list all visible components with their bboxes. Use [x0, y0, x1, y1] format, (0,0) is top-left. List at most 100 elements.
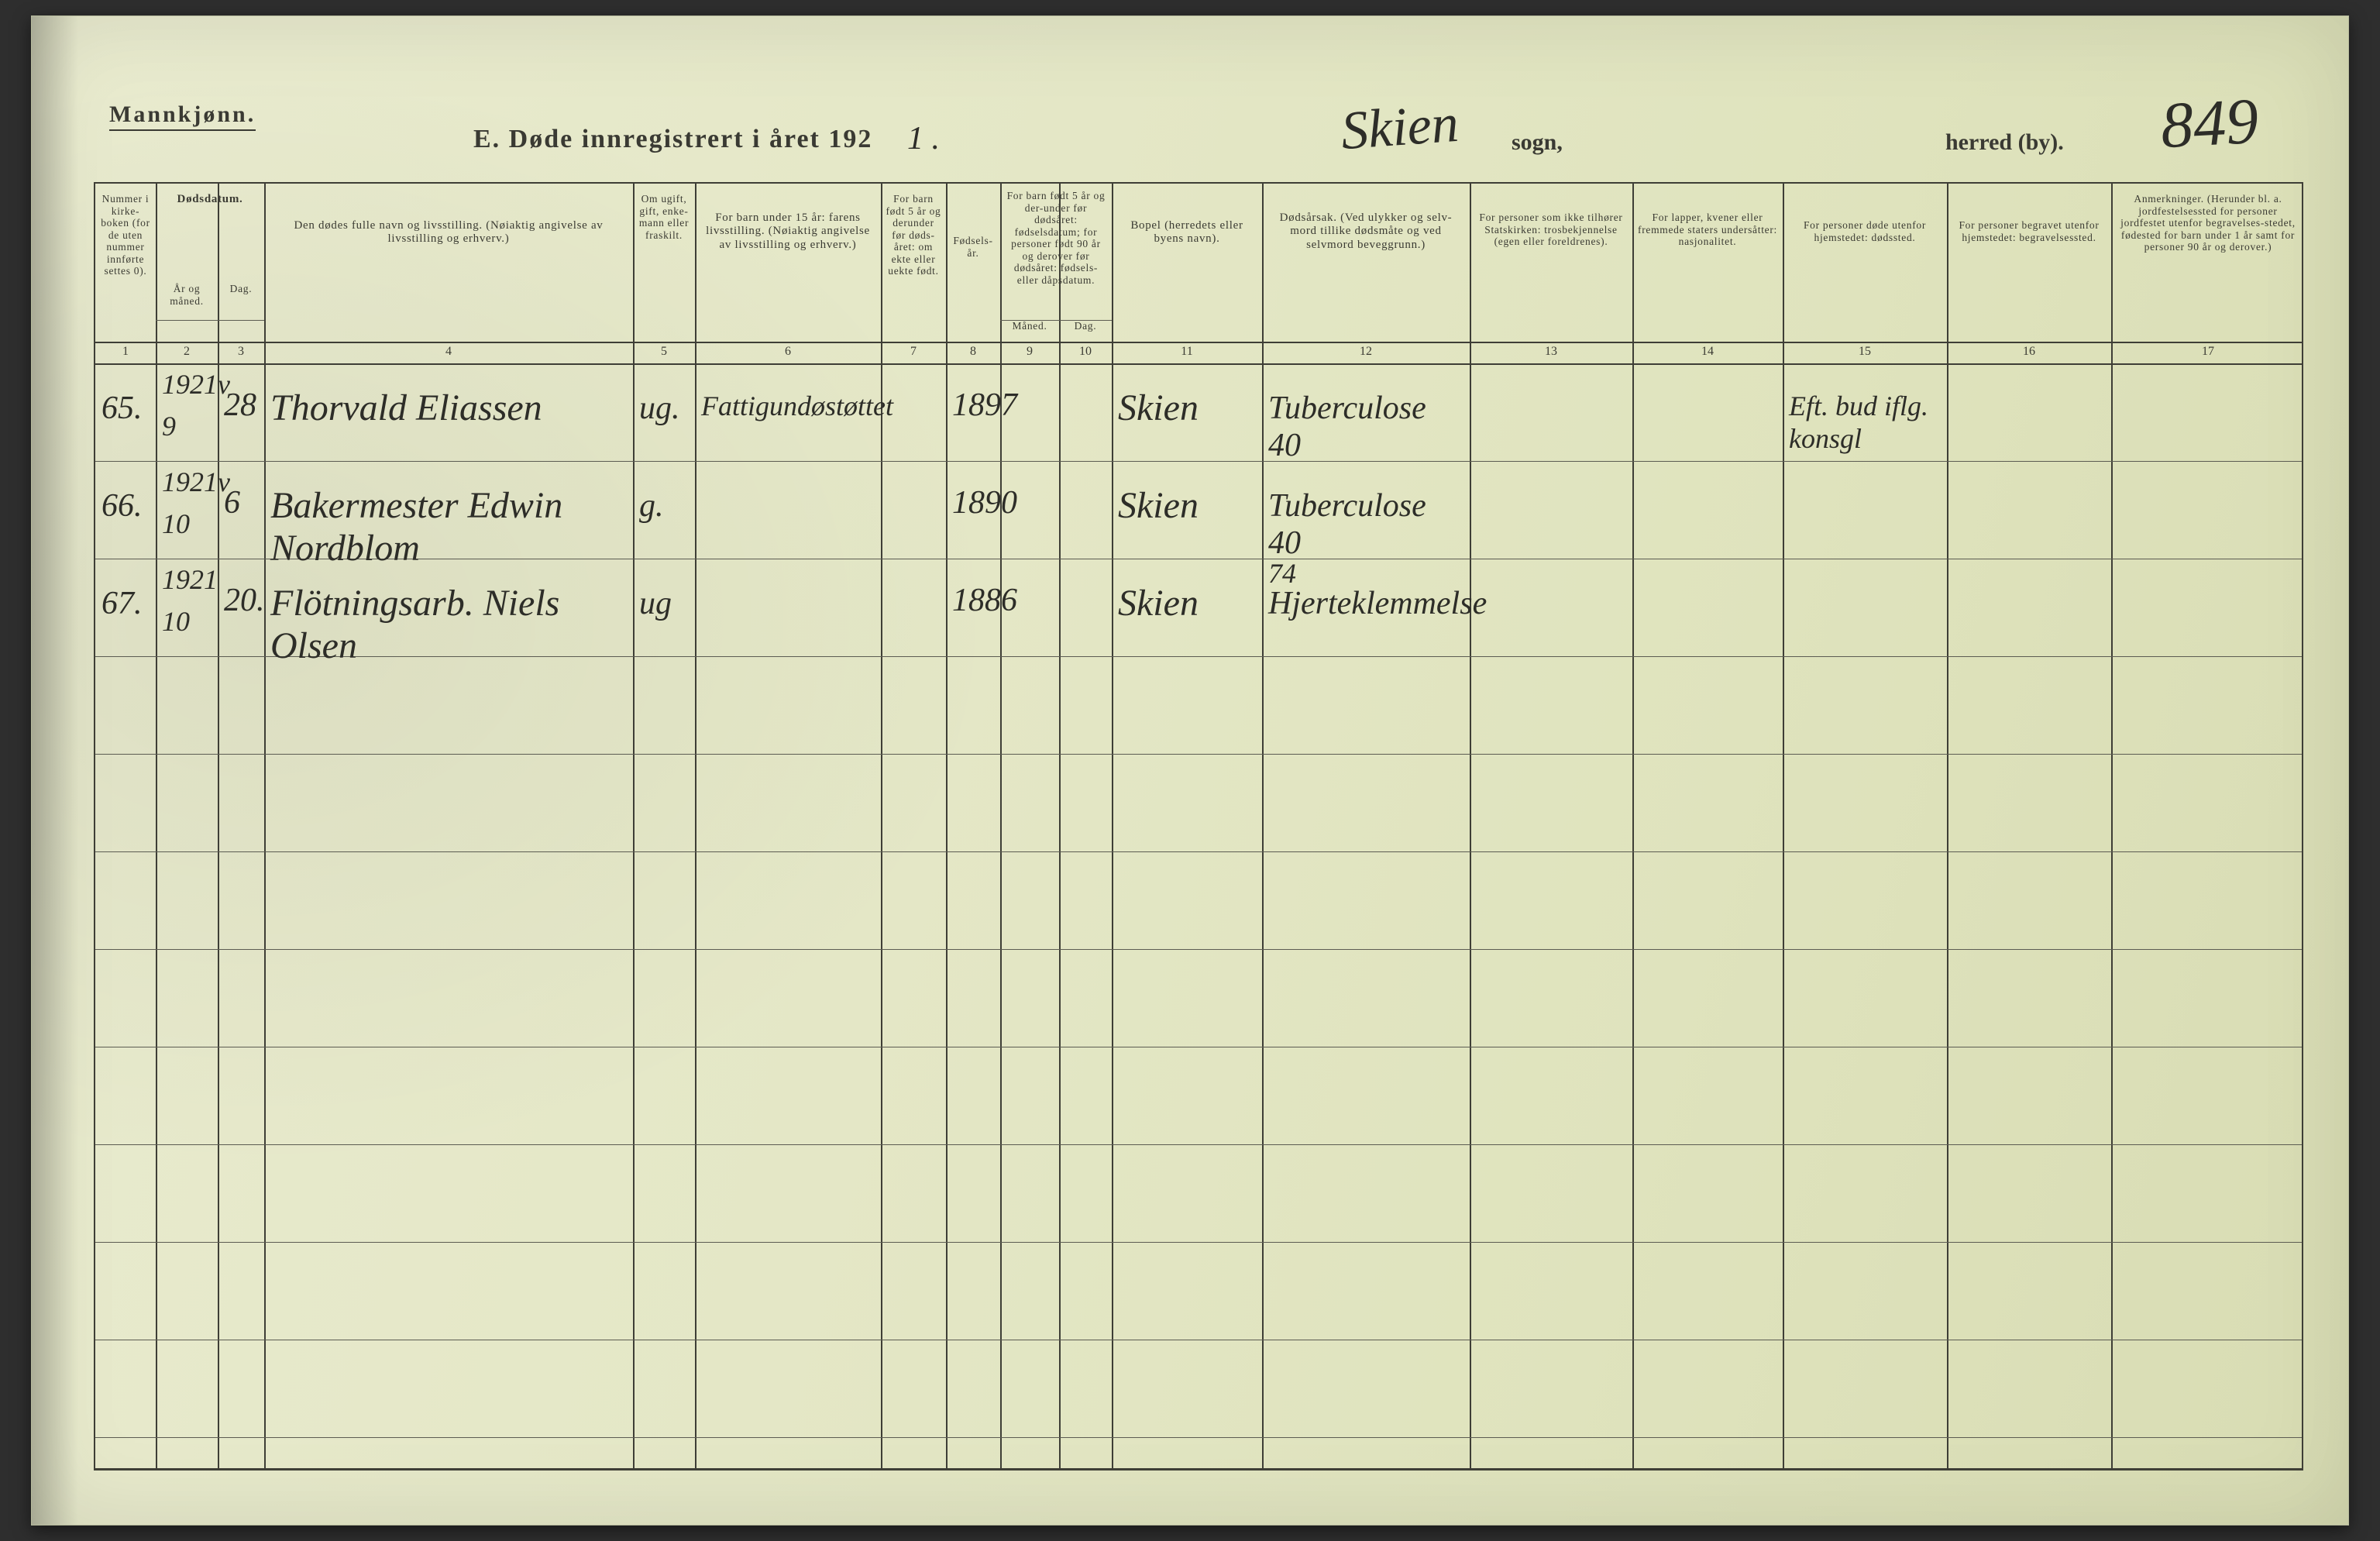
name-occupation: Bakermester Edwin Nordblom — [270, 484, 630, 569]
death-month: 10 — [162, 605, 215, 638]
column-number: 12 — [1262, 345, 1470, 359]
row-divider — [95, 851, 2302, 852]
residence: Skien — [1118, 582, 1259, 624]
row-divider — [95, 1437, 2302, 1438]
column-divider — [1000, 184, 1002, 1468]
row-divider — [95, 754, 2302, 755]
entry-number: 66. — [101, 487, 153, 525]
cause-code: 74 — [1268, 557, 1467, 590]
birth-year: 1886 — [952, 582, 997, 619]
parish-handwritten: Skien — [1339, 93, 1460, 163]
row-divider — [95, 461, 2302, 462]
column-divider — [633, 184, 635, 1468]
header-divider — [95, 342, 2302, 343]
parish-label: sogn, — [1512, 129, 1563, 156]
column-header: Anmerkninger. (Herunder bl. a. jordfeste… — [2111, 188, 2305, 342]
column-number: 3 — [218, 345, 264, 359]
column-number: 8 — [946, 345, 1000, 359]
birth-year: 1890 — [952, 484, 997, 521]
column-number: 1 — [95, 345, 156, 359]
column-header: Dødsdatum. — [156, 188, 264, 215]
column-header: År og måned. — [156, 278, 218, 342]
column-number: 16 — [1947, 345, 2111, 359]
residence: Skien — [1118, 387, 1259, 429]
column-header: For barn under 15 år: farens livsstillin… — [695, 207, 881, 342]
marital-status: ug — [639, 585, 692, 622]
column-header: Måned. — [1000, 315, 1059, 342]
column-divider — [156, 184, 157, 1468]
column-number: 17 — [2111, 345, 2305, 359]
gender-label: Mannkjønn. — [109, 101, 256, 131]
death-year: 1921v — [162, 466, 215, 498]
page-number: 849 — [2159, 84, 2261, 163]
death-year: 1921 — [162, 563, 215, 596]
column-header: Den dødes fulle navn og livsstilling. (N… — [264, 215, 633, 342]
name-occupation: Flötningsarb. Niels Olsen — [270, 582, 630, 667]
marital-status: ug. — [639, 390, 692, 427]
column-header: For barn født 5 år og der-under før døds… — [1000, 185, 1112, 315]
column-number: 2 — [156, 345, 218, 359]
column-number: 7 — [881, 345, 946, 359]
column-number: 10 — [1059, 345, 1112, 359]
column-divider — [2111, 184, 2113, 1468]
header-row: Mannkjønn. E. Døde innregistrert i året … — [94, 101, 2286, 163]
column-header: Dag. — [1059, 315, 1112, 342]
column-divider — [1112, 184, 1113, 1468]
column-divider — [1262, 184, 1264, 1468]
column-header: Om ugift, gift, enke-mann eller fraskilt… — [633, 188, 695, 342]
column-number: 13 — [1470, 345, 1632, 359]
column-number: 14 — [1632, 345, 1783, 359]
column-divider — [1632, 184, 1634, 1468]
row-divider — [95, 949, 2302, 950]
header-divider — [95, 363, 2302, 365]
entry-number: 67. — [101, 585, 153, 622]
scanned-page: Mannkjønn. E. Døde innregistrert i året … — [31, 15, 2349, 1526]
column-header: For lapper, kvener eller fremmede stater… — [1632, 207, 1783, 342]
death-day: 6 — [224, 484, 261, 521]
row-divider — [95, 1144, 2302, 1145]
column-divider — [1059, 184, 1061, 1468]
birth-year: 1897 — [952, 387, 997, 424]
column-header: For personer som ikke tilhører Statskirk… — [1470, 207, 1632, 342]
name-occupation: Thorvald Eliassen — [270, 387, 630, 429]
column-number: 6 — [695, 345, 881, 359]
death-day: 28 — [224, 387, 261, 424]
death-year: 1921v — [162, 368, 215, 401]
column-header: Fødsels-år. — [946, 230, 1000, 342]
column-number: 4 — [264, 345, 633, 359]
column-header: Nummer i kirke-boken (for de uten nummer… — [95, 188, 156, 342]
column-divider — [695, 184, 696, 1468]
column-header: Dødsårsak. (Ved ulykker og selv-mord til… — [1262, 207, 1470, 342]
column-divider — [1470, 184, 1471, 1468]
column-number: 15 — [1783, 345, 1947, 359]
column-divider — [946, 184, 948, 1468]
column-header: Bopel (herredets eller byens navn). — [1112, 215, 1262, 342]
marital-status: g. — [639, 487, 692, 525]
death-day: 20. — [224, 582, 261, 619]
column-divider — [264, 184, 266, 1468]
father-occupation: Fattigundøstøttet — [701, 390, 878, 422]
death-month: 9 — [162, 410, 215, 442]
column-header: For personer begravet utenfor hjemstedet… — [1947, 215, 2111, 342]
entry-number: 65. — [101, 390, 153, 427]
column-divider — [1783, 184, 1784, 1468]
column-header: For barn født 5 år og derunder før døds-… — [881, 188, 946, 342]
register-title: E. Døde innregistrert i året 192 — [473, 125, 872, 154]
column-number: 5 — [633, 345, 695, 359]
column-number: 9 — [1000, 345, 1059, 359]
year-handwritten: 1 . — [907, 120, 940, 157]
residence: Skien — [1118, 484, 1259, 527]
death-month: 10 — [162, 507, 215, 540]
cause-of-death: Tuberculose 40 — [1268, 487, 1467, 562]
column-divider — [881, 184, 882, 1468]
binding-shadow — [32, 16, 78, 1525]
column-header: Dag. — [218, 278, 264, 342]
column-divider — [1947, 184, 1948, 1468]
row-divider — [95, 1242, 2302, 1243]
register-table: Nummer i kirke-boken (for de uten nummer… — [94, 182, 2303, 1470]
district-label: herred (by). — [1945, 129, 2064, 156]
column-number: 11 — [1112, 345, 1262, 359]
cause-of-death: Hjerteklemmelse — [1268, 585, 1467, 622]
death-place-note: Eft. bud iflg. konsgl — [1789, 390, 1944, 455]
column-header: For personer døde utenfor hjemstedet: dø… — [1783, 215, 1947, 342]
